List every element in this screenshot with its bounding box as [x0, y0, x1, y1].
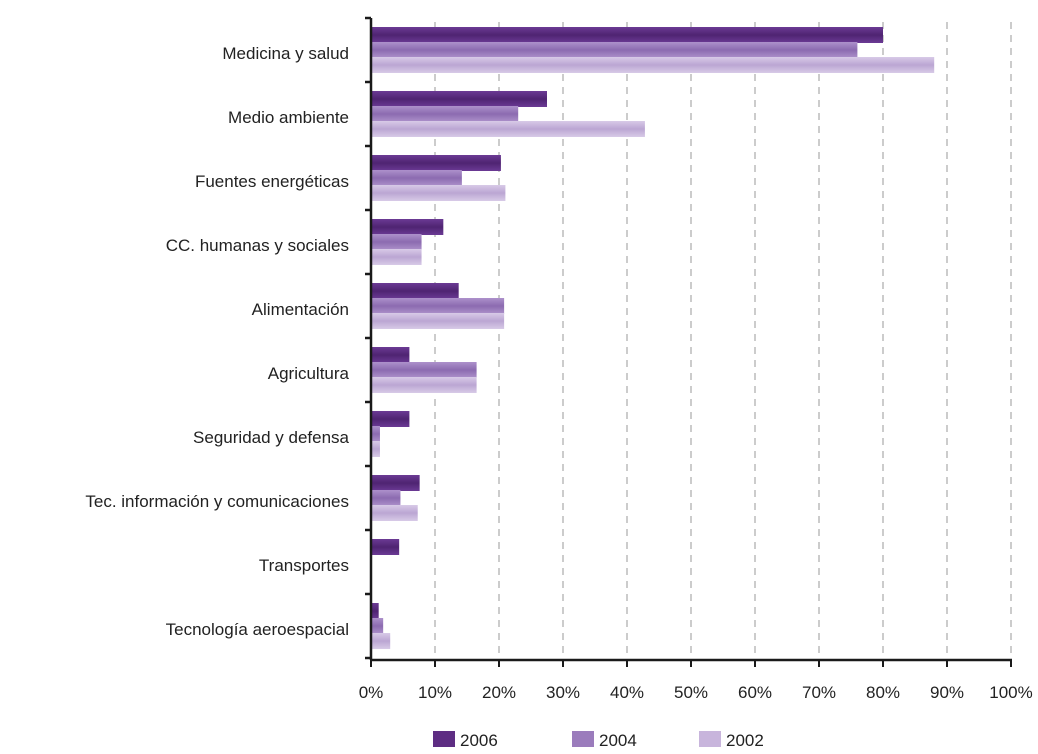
bar-2006-8: [371, 475, 420, 491]
bar-2006-5: [371, 283, 459, 299]
bar-2006-7: [371, 411, 410, 427]
category-label: Medicina y salud: [222, 44, 349, 63]
x-tick-label: 70%: [802, 683, 836, 702]
bar-2002-7: [371, 441, 380, 457]
bar-2006-6: [371, 347, 410, 363]
bar-2004-7: [371, 426, 380, 442]
legend-label-2006: 2006: [460, 731, 498, 749]
x-tick-label: 20%: [482, 683, 516, 702]
bar-2006-4: [371, 219, 444, 235]
bar-2004-6: [371, 362, 477, 378]
bar-2002-4: [371, 249, 422, 265]
bar-2004-1: [371, 42, 858, 58]
category-label: Seguridad y defensa: [193, 428, 349, 447]
legend-swatch-2002: [699, 731, 721, 747]
category-label: Medio ambiente: [228, 108, 349, 127]
legend-label-2002: 2002: [726, 731, 764, 749]
x-tick-label: 60%: [738, 683, 772, 702]
legend-swatch-2004: [572, 731, 594, 747]
bar-2004-5: [371, 298, 505, 314]
category-label: Transportes: [259, 556, 349, 575]
category-label: Tecnología aeroespacial: [166, 620, 349, 639]
bar-2004-2: [371, 106, 519, 122]
bar-2002-1: [371, 57, 935, 73]
category-label: Agricultura: [268, 364, 350, 383]
bar-2002-8: [371, 505, 418, 521]
bar-2002-6: [371, 377, 477, 393]
legend-label-2004: 2004: [599, 731, 637, 749]
bar-2004-4: [371, 234, 422, 250]
x-tick-label: 10%: [418, 683, 452, 702]
bar-2006-10: [371, 603, 379, 619]
x-tick-label: 50%: [674, 683, 708, 702]
category-label: Alimentación: [252, 300, 349, 319]
bar-2002-5: [371, 313, 505, 329]
bar-2006-9: [371, 539, 400, 555]
bar-2004-3: [371, 170, 462, 186]
bar-2004-10: [371, 618, 384, 634]
category-label: Fuentes energéticas: [195, 172, 349, 191]
legend-swatch-2006: [433, 731, 455, 747]
bar-2006-3: [371, 155, 501, 171]
x-tick-label: 100%: [989, 683, 1032, 702]
category-label: CC. humanas y sociales: [166, 236, 349, 255]
x-tick-label: 30%: [546, 683, 580, 702]
bar-2006-2: [371, 91, 547, 107]
bar-2002-2: [371, 121, 645, 137]
x-tick-label: 90%: [930, 683, 964, 702]
bar-2002-10: [371, 633, 391, 649]
x-tick-label: 40%: [610, 683, 644, 702]
bar-2002-3: [371, 185, 506, 201]
bar-2006-1: [371, 27, 883, 43]
x-tick-label: 80%: [866, 683, 900, 702]
bar-2004-8: [371, 490, 401, 506]
category-label: Tec. información y comunicaciones: [85, 492, 349, 511]
x-tick-label: 0%: [359, 683, 384, 702]
